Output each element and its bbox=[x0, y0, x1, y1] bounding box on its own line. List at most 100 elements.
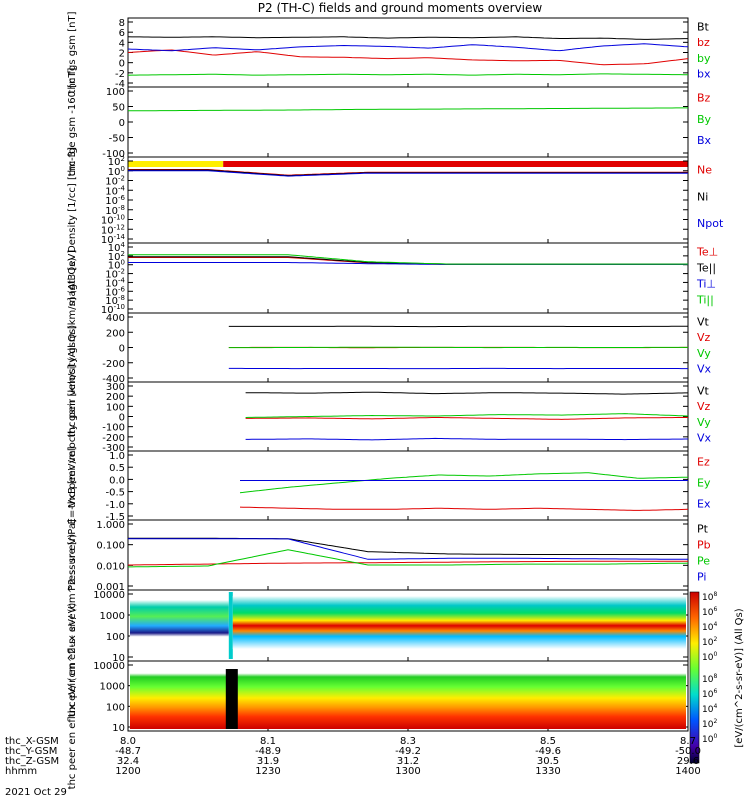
panel-ylabel: Pressure [nPa] bbox=[67, 519, 78, 591]
legend-Vz: Vz bbox=[697, 400, 711, 413]
panel-frame bbox=[127, 17, 689, 88]
panel-frame bbox=[127, 242, 689, 314]
legend-bz: bz bbox=[697, 36, 710, 49]
axis-column-value: 1400 bbox=[675, 766, 700, 777]
axis-column-value: -49.6 bbox=[535, 746, 561, 757]
ytick-label: 0 bbox=[119, 118, 125, 129]
ytick-label: 100 bbox=[106, 632, 125, 643]
legend-Ex: Ex bbox=[697, 497, 711, 510]
ytick-label: 10000 bbox=[93, 661, 125, 672]
axis-row-label: thc_Z-GSM bbox=[5, 756, 59, 767]
ytick-label: 10 bbox=[112, 653, 125, 664]
series-line-Bt bbox=[127, 36, 688, 40]
ytick-label: 0 bbox=[119, 344, 125, 355]
legend-Te⊥: Te⊥ bbox=[696, 245, 718, 258]
axis-column-value: 29.6 bbox=[677, 756, 699, 767]
axis-column-value: -49.2 bbox=[395, 746, 421, 757]
ytick-label: -200 bbox=[102, 433, 125, 444]
colorbar-tick: 100 bbox=[702, 733, 717, 745]
panel-ylabel: thc fge gsm -160 [nT] bbox=[67, 68, 78, 177]
spectrogram-post bbox=[232, 596, 687, 649]
series-line-Vy bbox=[245, 413, 689, 418]
series-line-Vx bbox=[245, 437, 688, 441]
series-line-Ti|| bbox=[128, 254, 688, 265]
axis-column-value: 8.1 bbox=[260, 736, 276, 747]
spectrogram-boundary bbox=[228, 592, 233, 659]
legend-Vy: Vy bbox=[697, 416, 711, 429]
legend-Pe: Pe bbox=[697, 554, 710, 567]
axis-column-value: 30.5 bbox=[537, 756, 559, 767]
colorbar-tick: 106 bbox=[702, 688, 717, 700]
panel-4: magt3 [eV]10410210010-210-410-610-810-10… bbox=[67, 241, 718, 316]
figure-title: P2 (TH-C) fields and ground moments over… bbox=[258, 1, 543, 15]
legend-Pb: Pb bbox=[697, 538, 711, 551]
axis-column-value: 8.3 bbox=[400, 736, 416, 747]
legend-Bt: Bt bbox=[697, 20, 710, 33]
panel-ylabel: magt3 [eV] bbox=[67, 250, 78, 307]
series-line-By bbox=[128, 107, 688, 112]
series-line-by bbox=[127, 73, 688, 76]
axis-column-value: 1200 bbox=[115, 766, 140, 777]
legend-Bz: Bz bbox=[697, 92, 711, 105]
ytick-label: 0.5 bbox=[109, 463, 125, 474]
axis-row-label: thc_Y-GSM bbox=[5, 746, 57, 757]
date-label: 2021 Oct 29 bbox=[5, 787, 67, 798]
colorbar-tick: 108 bbox=[702, 673, 717, 685]
axis-column-value: 31.9 bbox=[257, 756, 279, 767]
series-line-Npot bbox=[128, 170, 688, 177]
ytick-label: 200 bbox=[106, 392, 125, 403]
legend-Vt: Vt bbox=[697, 315, 710, 328]
legend-Ti⊥: Ti⊥ bbox=[696, 277, 716, 290]
colorbar-tick: 104 bbox=[702, 621, 717, 633]
series-line-bx bbox=[127, 43, 689, 52]
legend-By: By bbox=[697, 113, 712, 126]
ytick-label: 100 bbox=[106, 402, 125, 413]
legend-Ez: Ez bbox=[697, 455, 710, 468]
axis-column-value: -48.9 bbox=[255, 746, 281, 757]
axis-column-value: 8.5 bbox=[540, 736, 556, 747]
axis-column-value: 31.2 bbox=[397, 756, 419, 767]
ytick-label: 200 bbox=[106, 328, 125, 339]
spectrogram bbox=[130, 667, 686, 729]
legend-Vx: Vx bbox=[697, 363, 712, 376]
series-line-Pb bbox=[128, 560, 688, 566]
ytick-label: -200 bbox=[102, 359, 125, 370]
axis-column-value: 1230 bbox=[255, 766, 280, 777]
legend-Pi: Pi bbox=[697, 570, 706, 583]
ytick-label: 0 bbox=[119, 59, 125, 70]
ytick-label: 100 bbox=[106, 702, 125, 713]
panel-7: E=-VxB [mV/m] 1.00.50.0 -0.5-1.0-1.5 Ez Ey Ex bbox=[67, 446, 711, 524]
axis-column-value: 1330 bbox=[535, 766, 560, 777]
legend-bx: bx bbox=[697, 68, 711, 81]
ytick-label: 1.000 bbox=[96, 520, 125, 531]
ytick-label: -1.0 bbox=[105, 500, 125, 511]
panel-frame bbox=[127, 86, 689, 158]
series-line-Pe bbox=[128, 549, 689, 568]
spectrogram-pre bbox=[130, 600, 229, 647]
colorbar-bar bbox=[689, 591, 700, 764]
panel-ylabel: E=-VxB [mV/m] bbox=[67, 446, 78, 524]
colorbar-tick: 104 bbox=[702, 703, 717, 715]
ytick-label: 1.0 bbox=[109, 451, 125, 462]
panel-ylabel: Density [1/cc] [cm-3] bbox=[67, 147, 78, 253]
colorbar-tick: 102 bbox=[702, 718, 717, 730]
ytick-label: 0.001 bbox=[96, 582, 125, 593]
ytick-label: 1000 bbox=[100, 611, 125, 622]
series-line-Ey bbox=[239, 472, 689, 494]
ytick-label: 0 bbox=[119, 413, 125, 424]
ytick-label: 50 bbox=[112, 103, 125, 114]
legend-by: by bbox=[697, 52, 711, 65]
ytick-label: 400 bbox=[106, 313, 125, 324]
colorbar: 108 106 104 102 100 108 106 104 102 100 [eV/(cm^2… bbox=[689, 591, 745, 764]
axis-row-label: hhmm bbox=[5, 766, 37, 777]
colorbar-ticks: 108 106 104 102 100 108 106 104 102 100 bbox=[702, 591, 717, 745]
legend-Ni: Ni bbox=[697, 190, 708, 203]
ytick-label: -2 bbox=[115, 69, 125, 80]
ytick-label: 8 bbox=[119, 18, 125, 29]
ytick-label: 1000 bbox=[100, 682, 125, 693]
panel-ylabel: thc peer velocity gsm [km/s] (All Qs) bbox=[67, 325, 78, 508]
axis-column-value: 8.0 bbox=[120, 736, 136, 747]
panel-ylabel: thc fgs gsm [nT] bbox=[67, 11, 78, 93]
ytick-label: 0.0 bbox=[109, 475, 125, 486]
